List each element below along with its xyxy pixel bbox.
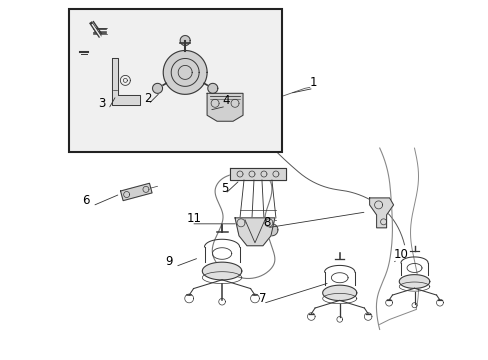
Polygon shape [229,168,285,180]
Polygon shape [121,183,152,201]
Bar [68,9,281,152]
Polygon shape [152,84,162,93]
Polygon shape [399,275,429,288]
Text: 1: 1 [309,76,317,89]
Polygon shape [112,58,140,105]
Polygon shape [265,224,277,236]
Polygon shape [180,36,190,45]
Text: 9: 9 [165,255,172,268]
Polygon shape [369,198,393,228]
Polygon shape [238,224,249,236]
Polygon shape [207,84,217,93]
Text: 3: 3 [98,97,105,110]
Polygon shape [322,285,356,301]
Text: 2: 2 [144,92,151,105]
Polygon shape [207,93,243,121]
Text: 11: 11 [187,212,202,225]
Text: 5: 5 [221,182,228,195]
Polygon shape [235,218,274,246]
Text: 8: 8 [263,216,270,229]
Text: 10: 10 [393,248,407,261]
Text: 7: 7 [259,292,266,305]
Text: 4: 4 [222,94,229,107]
Polygon shape [202,262,241,280]
Polygon shape [163,50,207,94]
Text: 6: 6 [82,194,90,207]
